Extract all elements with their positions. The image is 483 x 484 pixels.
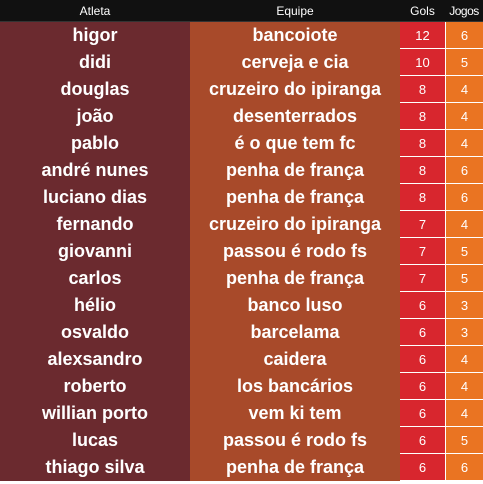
cell-jogos: 6: [445, 454, 483, 481]
cell-jogos: 5: [445, 265, 483, 292]
cell-gols: 6: [400, 400, 445, 427]
cell-atleta: alexsandro: [0, 346, 190, 373]
cell-atleta: higor: [0, 22, 190, 49]
cell-atleta: douglas: [0, 76, 190, 103]
cell-equipe: é o que tem fc: [190, 130, 400, 157]
cell-atleta: andré nunes: [0, 157, 190, 184]
cell-gols: 8: [400, 103, 445, 130]
cell-gols: 7: [400, 211, 445, 238]
cell-jogos: 4: [445, 76, 483, 103]
cell-jogos: 3: [445, 319, 483, 346]
cell-equipe: cruzeiro do ipiranga: [190, 211, 400, 238]
cell-atleta: osvaldo: [0, 319, 190, 346]
cell-jogos: 4: [445, 400, 483, 427]
cell-atleta: fernando: [0, 211, 190, 238]
cell-atleta: willian porto: [0, 400, 190, 427]
cell-equipe: desenterrados: [190, 103, 400, 130]
cell-gols: 6: [400, 292, 445, 319]
cell-equipe: penha de frança: [190, 184, 400, 211]
header-gols: Gols: [400, 0, 445, 22]
cell-jogos: 4: [445, 130, 483, 157]
cell-atleta: roberto: [0, 373, 190, 400]
cell-atleta: hélio: [0, 292, 190, 319]
cell-atleta: pablo: [0, 130, 190, 157]
cell-gols: 8: [400, 157, 445, 184]
cell-equipe: passou é rodo fs: [190, 238, 400, 265]
cell-jogos: 4: [445, 346, 483, 373]
cell-equipe: vem ki tem: [190, 400, 400, 427]
cell-equipe: cruzeiro do ipiranga: [190, 76, 400, 103]
cell-gols: 8: [400, 130, 445, 157]
cell-equipe: banco luso: [190, 292, 400, 319]
cell-jogos: 6: [445, 184, 483, 211]
cell-equipe: penha de frança: [190, 157, 400, 184]
cell-atleta: giovanni: [0, 238, 190, 265]
cell-gols: 6: [400, 454, 445, 481]
cell-gols: 7: [400, 265, 445, 292]
cell-jogos: 5: [445, 49, 483, 76]
cell-jogos: 5: [445, 427, 483, 454]
cell-equipe: penha de frança: [190, 454, 400, 481]
cell-equipe: penha de frança: [190, 265, 400, 292]
cell-jogos: 4: [445, 103, 483, 130]
cell-jogos: 3: [445, 292, 483, 319]
cell-jogos: 5: [445, 238, 483, 265]
cell-gols: 8: [400, 184, 445, 211]
cell-gols: 12: [400, 22, 445, 49]
header-atleta: Atleta: [0, 0, 190, 22]
header-equipe: Equipe: [190, 0, 400, 22]
cell-gols: 6: [400, 373, 445, 400]
cell-equipe: los bancários: [190, 373, 400, 400]
cell-gols: 7: [400, 238, 445, 265]
cell-atleta: joão: [0, 103, 190, 130]
cell-gols: 6: [400, 346, 445, 373]
cell-equipe: caidera: [190, 346, 400, 373]
cell-equipe: passou é rodo fs: [190, 427, 400, 454]
cell-atleta: luciano dias: [0, 184, 190, 211]
cell-equipe: cerveja e cia: [190, 49, 400, 76]
cell-gols: 10: [400, 49, 445, 76]
cell-atleta: didi: [0, 49, 190, 76]
cell-gols: 6: [400, 427, 445, 454]
cell-jogos: 4: [445, 373, 483, 400]
cell-atleta: thiago silva: [0, 454, 190, 481]
cell-gols: 6: [400, 319, 445, 346]
cell-jogos: 6: [445, 22, 483, 49]
cell-equipe: barcelama: [190, 319, 400, 346]
header-jogos: Jogos: [445, 0, 483, 22]
cell-jogos: 6: [445, 157, 483, 184]
cell-gols: 8: [400, 76, 445, 103]
cell-jogos: 4: [445, 211, 483, 238]
cell-atleta: lucas: [0, 427, 190, 454]
cell-equipe: bancoiote: [190, 22, 400, 49]
cell-atleta: carlos: [0, 265, 190, 292]
